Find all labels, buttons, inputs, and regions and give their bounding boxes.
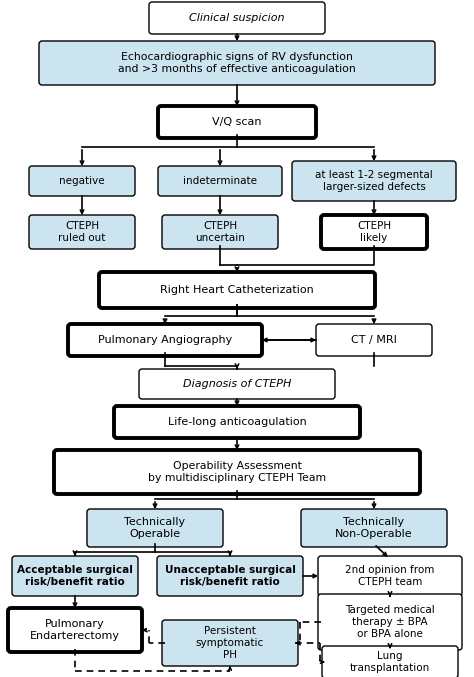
- Text: Life-long anticoagulation: Life-long anticoagulation: [168, 417, 306, 427]
- Text: Echocardiographic signs of RV dysfunction
and >3 months of effective anticoagula: Echocardiographic signs of RV dysfunctio…: [118, 52, 356, 74]
- Text: Persistent
symptomatic
PH: Persistent symptomatic PH: [196, 626, 264, 659]
- Text: indeterminate: indeterminate: [183, 176, 257, 186]
- FancyBboxPatch shape: [87, 509, 223, 547]
- Text: Diagnosis of CTEPH: Diagnosis of CTEPH: [183, 379, 291, 389]
- Text: Pulmonary
Endarterectomy: Pulmonary Endarterectomy: [30, 619, 120, 641]
- Text: Acceptable surgical
risk/benefit ratio: Acceptable surgical risk/benefit ratio: [17, 565, 133, 587]
- FancyBboxPatch shape: [139, 369, 335, 399]
- FancyBboxPatch shape: [322, 646, 458, 677]
- Text: CTEPH
uncertain: CTEPH uncertain: [195, 221, 245, 243]
- FancyBboxPatch shape: [318, 594, 462, 650]
- FancyBboxPatch shape: [158, 166, 282, 196]
- Text: CTEPH
ruled out: CTEPH ruled out: [58, 221, 106, 243]
- FancyBboxPatch shape: [316, 324, 432, 356]
- Text: Right Heart Catheterization: Right Heart Catheterization: [160, 285, 314, 295]
- Text: Targeted medical
therapy ± BPA
or BPA alone: Targeted medical therapy ± BPA or BPA al…: [345, 605, 435, 638]
- Text: CT / MRI: CT / MRI: [351, 335, 397, 345]
- Text: Lung
transplantation: Lung transplantation: [350, 651, 430, 673]
- Text: V/Q scan: V/Q scan: [212, 117, 262, 127]
- Text: Operability Assessment
by multidisciplinary CTEPH Team: Operability Assessment by multidisciplin…: [148, 461, 326, 483]
- Text: Pulmonary Angiography: Pulmonary Angiography: [98, 335, 232, 345]
- FancyBboxPatch shape: [162, 215, 278, 249]
- Text: Clinical suspicion: Clinical suspicion: [189, 13, 285, 23]
- Text: CTEPH
likely: CTEPH likely: [357, 221, 391, 243]
- Text: at least 1-2 segmental
larger-sized defects: at least 1-2 segmental larger-sized defe…: [315, 170, 433, 192]
- FancyBboxPatch shape: [12, 556, 138, 596]
- Text: Technically
Operable: Technically Operable: [125, 517, 185, 539]
- FancyBboxPatch shape: [321, 215, 427, 249]
- Text: Unacceptable surgical
risk/benefit ratio: Unacceptable surgical risk/benefit ratio: [164, 565, 295, 587]
- FancyBboxPatch shape: [29, 166, 135, 196]
- FancyBboxPatch shape: [157, 556, 303, 596]
- FancyBboxPatch shape: [114, 406, 360, 438]
- FancyBboxPatch shape: [158, 106, 316, 138]
- FancyBboxPatch shape: [29, 215, 135, 249]
- FancyBboxPatch shape: [8, 608, 142, 652]
- Text: Technically
Non-Operable: Technically Non-Operable: [335, 517, 413, 539]
- FancyBboxPatch shape: [301, 509, 447, 547]
- FancyBboxPatch shape: [39, 41, 435, 85]
- Text: 2nd opinion from
CTEPH team: 2nd opinion from CTEPH team: [346, 565, 435, 587]
- FancyBboxPatch shape: [162, 620, 298, 666]
- Text: negative: negative: [59, 176, 105, 186]
- FancyBboxPatch shape: [54, 450, 420, 494]
- FancyBboxPatch shape: [99, 272, 375, 308]
- FancyBboxPatch shape: [318, 556, 462, 596]
- FancyBboxPatch shape: [149, 2, 325, 34]
- FancyBboxPatch shape: [292, 161, 456, 201]
- FancyBboxPatch shape: [68, 324, 262, 356]
